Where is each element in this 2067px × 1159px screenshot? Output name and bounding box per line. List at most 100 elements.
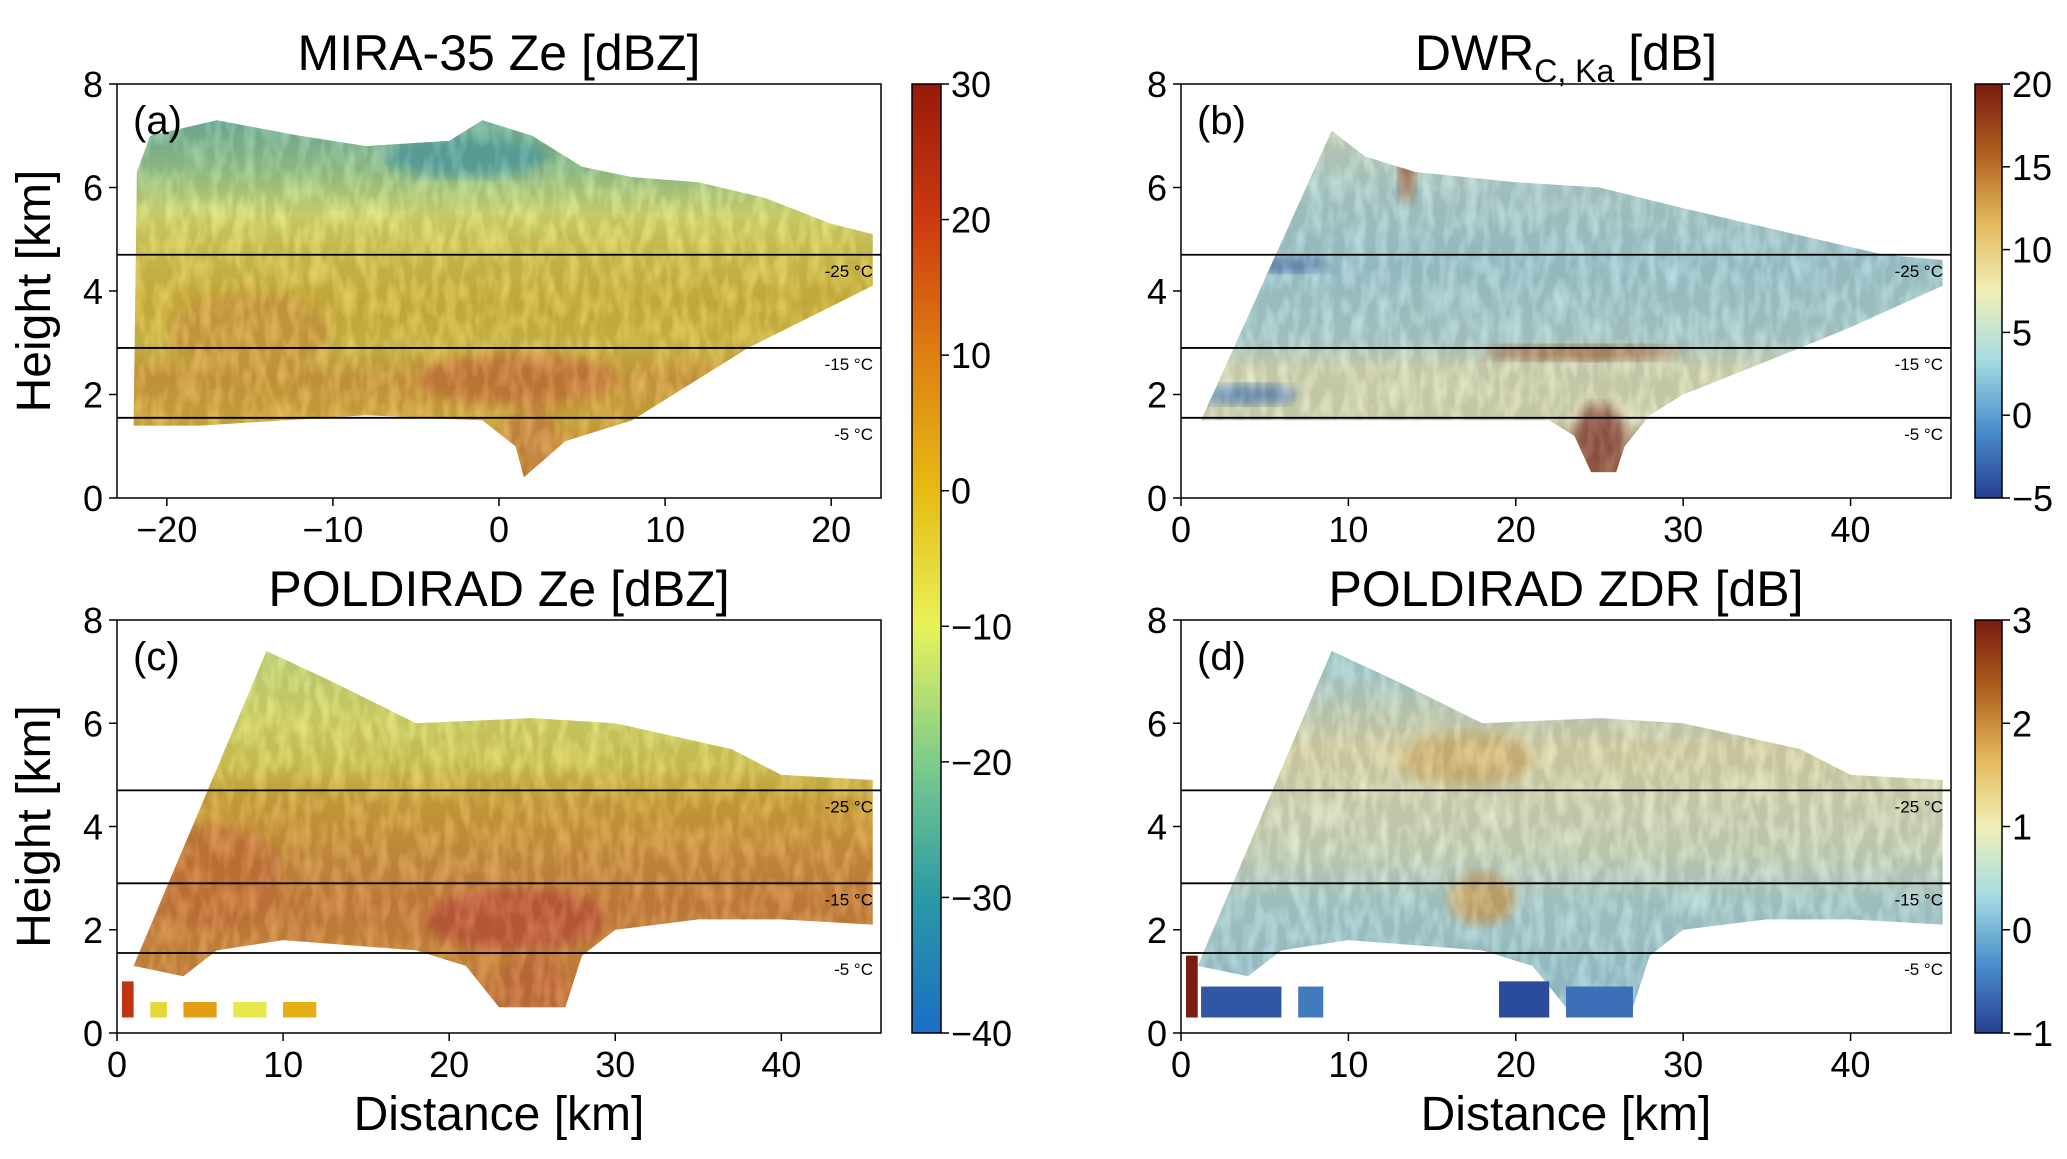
panel-label: (b) bbox=[1197, 99, 1246, 143]
x-tick-label: 20 bbox=[811, 509, 851, 550]
clutter-echo bbox=[150, 1002, 167, 1018]
colorbar-gradient bbox=[1974, 83, 2003, 499]
colorbar-tick-label: −40 bbox=[951, 1013, 1012, 1054]
colorbar-tick-label: −30 bbox=[951, 877, 1012, 918]
x-tick-label: 20 bbox=[429, 1044, 469, 1085]
panel-c: -25 °C -15 °C -5 °C 0 10 20 30 40 0 2 4 6 8 (c) POLDIR… bbox=[8, 561, 882, 1141]
y-tick-label: 6 bbox=[83, 703, 103, 744]
speckle-texture bbox=[1201, 130, 1943, 473]
colorbar-gradient bbox=[911, 83, 942, 1034]
y-tick-label: 0 bbox=[83, 1013, 103, 1054]
y-tick-label: 8 bbox=[1147, 64, 1167, 105]
title-unit: [dB] bbox=[1614, 25, 1717, 81]
colorbar-tick-label: 15 bbox=[2012, 147, 2052, 188]
colorbar-tick-label: −20 bbox=[951, 742, 1012, 783]
y-tick-label: 6 bbox=[83, 168, 103, 209]
isotherm-label: -25 °C bbox=[1895, 797, 1943, 816]
panel-title: POLDIRAD Ze [dBZ] bbox=[268, 561, 729, 617]
panel-b: -25 °C -15 °C -5 °C 0 10 20 30 40 0 2 4 6 8 (b) DWRC, … bbox=[1147, 25, 1952, 550]
colorbar-tick-label: 3 bbox=[2012, 600, 2032, 641]
speckle-texture bbox=[133, 120, 873, 478]
title-main: MIRA-35 Ze [dBZ] bbox=[298, 25, 701, 81]
x-tick-label: 40 bbox=[761, 1044, 801, 1085]
panel-title: DWRC, Ka [dB] bbox=[1415, 25, 1717, 89]
clutter-echo bbox=[183, 1002, 217, 1018]
x-tick-label: 0 bbox=[107, 1044, 127, 1085]
x-tick-label: 10 bbox=[263, 1044, 303, 1085]
colorbar-tick-label: 10 bbox=[951, 335, 991, 376]
colorbar-tick-label: 20 bbox=[951, 200, 991, 241]
title-main: POLDIRAD Ze [dBZ] bbox=[268, 561, 729, 617]
y-tick-label: 2 bbox=[1147, 375, 1167, 416]
colorbar-1: −5 0 5 10 15 20 bbox=[1974, 64, 2053, 519]
isotherm-label: -25 °C bbox=[825, 262, 873, 281]
y-tick-label: 2 bbox=[1147, 910, 1167, 951]
y-tick-label: 4 bbox=[1147, 807, 1167, 848]
y-tick-label: 8 bbox=[83, 600, 103, 641]
clutter-echo bbox=[1499, 981, 1550, 1018]
title-main: DWR bbox=[1415, 25, 1534, 81]
colorbar-tick-label: −5 bbox=[2012, 478, 2053, 519]
x-axis-label: Distance [km] bbox=[1421, 1088, 1712, 1141]
colorbar-gradient bbox=[1974, 619, 2003, 1034]
isotherm-label: -15 °C bbox=[825, 355, 873, 374]
clutter-echo bbox=[1298, 986, 1324, 1018]
y-tick-label: 4 bbox=[83, 271, 103, 312]
panel-d: -25 °C -15 °C -5 °C 0 10 20 30 40 0 2 4 6 8 (d) POLDIR… bbox=[1147, 561, 1952, 1141]
isotherm-label: -5 °C bbox=[834, 425, 873, 444]
x-tick-label: 10 bbox=[645, 509, 685, 550]
y-tick-label: 0 bbox=[1147, 478, 1167, 519]
colorbar-tick-label: 10 bbox=[2012, 230, 2052, 271]
x-axis-label: Distance [km] bbox=[354, 1088, 645, 1141]
panel-label: (a) bbox=[133, 99, 182, 143]
x-tick-label: 30 bbox=[595, 1044, 635, 1085]
colorbar-tick-label: −10 bbox=[951, 606, 1012, 647]
panel-a: -25 °C -15 °C -5 °C −20 −10 0 10 20 0 2 4 6 8 (a) MIRA… bbox=[8, 25, 882, 550]
x-tick-label: 10 bbox=[1328, 509, 1368, 550]
x-tick-label: 20 bbox=[1496, 509, 1536, 550]
x-tick-label: 0 bbox=[489, 509, 509, 550]
isotherm-label: -5 °C bbox=[834, 960, 873, 979]
x-tick-label: 0 bbox=[1171, 1044, 1191, 1085]
isotherm-label: -25 °C bbox=[825, 797, 873, 816]
colorbar-tick-label: −1 bbox=[2012, 1013, 2053, 1054]
y-tick-label: 2 bbox=[83, 910, 103, 951]
y-tick-label: 4 bbox=[83, 807, 103, 848]
title-subscript: C, Ka bbox=[1534, 53, 1614, 89]
x-tick-label: 0 bbox=[1171, 509, 1191, 550]
panel-title: POLDIRAD ZDR [dB] bbox=[1328, 561, 1803, 617]
clutter-echo bbox=[1201, 986, 1282, 1018]
isotherm-label: -5 °C bbox=[1904, 425, 1943, 444]
panel-label: (c) bbox=[133, 635, 180, 679]
y-tick-label: 0 bbox=[83, 478, 103, 519]
isotherm-label: -25 °C bbox=[1895, 262, 1943, 281]
echo-field bbox=[1186, 651, 1943, 1018]
x-tick-label: 40 bbox=[1831, 509, 1871, 550]
clutter-echo bbox=[121, 981, 134, 1018]
x-tick-label: 10 bbox=[1328, 1044, 1368, 1085]
y-tick-label: 6 bbox=[1147, 703, 1167, 744]
y-axis-label: Height [km] bbox=[8, 705, 61, 948]
y-axis-label: Height [km] bbox=[8, 170, 61, 413]
panel-title: MIRA-35 Ze [dBZ] bbox=[298, 25, 701, 81]
y-tick-label: 4 bbox=[1147, 271, 1167, 312]
colorbar-tick-label: 1 bbox=[2012, 807, 2032, 848]
colorbar-tick-label: 0 bbox=[2012, 395, 2032, 436]
clutter-echo bbox=[1566, 986, 1633, 1018]
title-main: POLDIRAD ZDR [dB] bbox=[1328, 561, 1803, 617]
colorbar-0: −40 −30 −20 −10 0 10 20 30 bbox=[911, 64, 1012, 1054]
x-tick-label: 20 bbox=[1496, 1044, 1536, 1085]
colorbar-tick-label: 20 bbox=[2012, 64, 2052, 105]
echo-field bbox=[133, 120, 873, 478]
speckle-texture bbox=[1197, 651, 1943, 1008]
colorbar-tick-label: 30 bbox=[951, 64, 991, 105]
colorbar-tick-label: 2 bbox=[2012, 703, 2032, 744]
y-tick-label: 0 bbox=[1147, 1013, 1167, 1054]
y-tick-label: 8 bbox=[1147, 600, 1167, 641]
colorbar-2: −1 0 1 2 3 bbox=[1974, 600, 2053, 1054]
isotherm-label: -5 °C bbox=[1904, 960, 1943, 979]
x-tick-label: 30 bbox=[1663, 509, 1703, 550]
isotherm-label: -15 °C bbox=[1895, 355, 1943, 374]
x-tick-label: −20 bbox=[136, 509, 197, 550]
